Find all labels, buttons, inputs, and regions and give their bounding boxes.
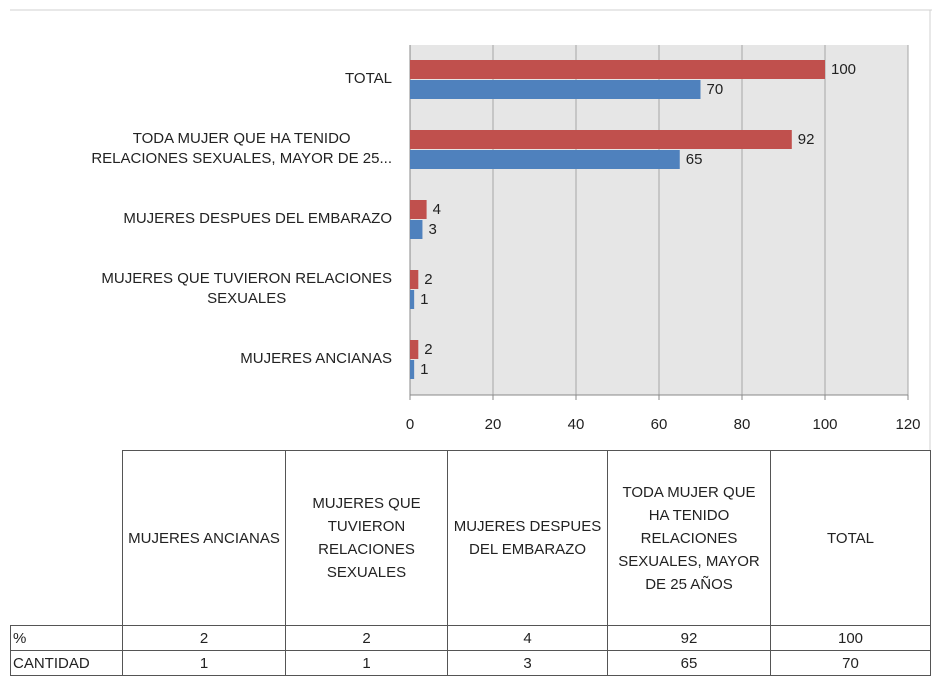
row-header: CANTIDAD bbox=[10, 650, 123, 676]
table-cell: 70 bbox=[770, 650, 931, 676]
column-header: TODA MUJER QUE HA TENIDO RELACIONES SEXU… bbox=[607, 450, 771, 626]
column-header: MUJERES DESPUES DEL EMBARAZO bbox=[447, 450, 608, 626]
bar bbox=[410, 340, 419, 359]
table-cell: 92 bbox=[607, 625, 771, 651]
column-header: TOTAL bbox=[770, 450, 931, 626]
row-header: % bbox=[10, 625, 123, 651]
column-header: MUJERES ANCIANAS bbox=[122, 450, 286, 626]
y-tick-label: MUJERES ANCIANAS bbox=[240, 350, 392, 367]
bar bbox=[410, 130, 792, 149]
chart: 0 20 40 60 80 100 120 2 1 2 1 4 3 92 65 100 70 bbox=[10, 9, 932, 450]
table-cell: 1 bbox=[122, 650, 286, 676]
x-tick-label: 40 bbox=[568, 416, 585, 433]
x-tick-label: 120 bbox=[895, 416, 920, 433]
bar bbox=[410, 290, 415, 309]
table-cell: 100 bbox=[770, 625, 931, 651]
blank-cell bbox=[11, 451, 123, 626]
table-row: % 2 2 4 92 100 bbox=[10, 625, 931, 651]
bar bbox=[410, 270, 419, 289]
table-cell: 2 bbox=[285, 625, 448, 651]
x-tick-label: 60 bbox=[651, 416, 668, 433]
y-tick-label: TODA MUJER QUE HA TENIDO RELACIONES SEXU… bbox=[91, 130, 392, 167]
bar bbox=[410, 150, 680, 169]
bar bbox=[410, 60, 825, 79]
bar bbox=[410, 200, 427, 219]
data-label: 1 bbox=[420, 361, 428, 378]
table-header-row: MUJERES ANCIANAS MUJERES QUE TUVIERON REL… bbox=[11, 450, 931, 626]
data-label: 100 bbox=[831, 61, 856, 78]
data-table: MUJERES ANCIANAS MUJERES QUE TUVIERON REL… bbox=[10, 450, 931, 676]
x-tick-label: 20 bbox=[485, 416, 502, 433]
table-cell: 65 bbox=[607, 650, 771, 676]
table-row: CANTIDAD 1 1 3 65 70 bbox=[10, 650, 931, 676]
data-label: 3 bbox=[428, 221, 436, 238]
table-cell: 3 bbox=[447, 650, 608, 676]
data-label: 92 bbox=[798, 131, 815, 148]
data-label: 1 bbox=[420, 291, 428, 308]
table-cell: 2 bbox=[122, 625, 286, 651]
y-tick-label: MUJERES DESPUES DEL EMBARAZO bbox=[123, 210, 392, 227]
bar bbox=[410, 80, 701, 99]
y-tick-label: MUJERES QUE TUVIERON RELACIONES SEXUALES bbox=[101, 270, 392, 307]
x-tick-label: 100 bbox=[812, 416, 837, 433]
y-tick-label: TOTAL bbox=[345, 70, 392, 87]
data-label: 70 bbox=[707, 81, 724, 98]
x-tick-label: 0 bbox=[406, 416, 414, 433]
data-label: 65 bbox=[686, 151, 703, 168]
data-label: 2 bbox=[424, 341, 432, 358]
x-tick-label: 80 bbox=[734, 416, 751, 433]
data-label: 4 bbox=[433, 201, 441, 218]
bar bbox=[410, 220, 423, 239]
table-cell: 1 bbox=[285, 650, 448, 676]
column-header: MUJERES QUE TUVIERON RELACIONES SEXUALES bbox=[285, 450, 448, 626]
data-label: 2 bbox=[424, 271, 432, 288]
bar bbox=[410, 360, 415, 379]
table-cell: 4 bbox=[447, 625, 608, 651]
